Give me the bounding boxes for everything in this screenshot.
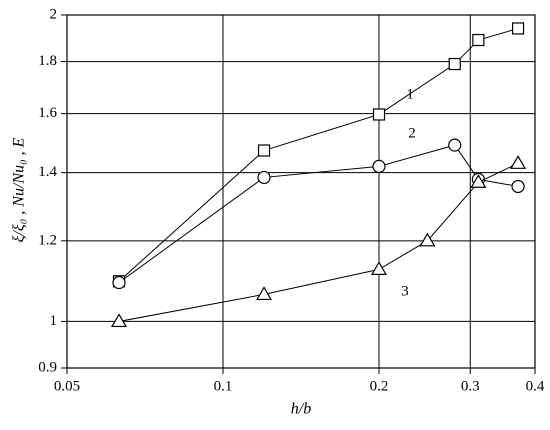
- x-tick-label: 0.1: [214, 378, 233, 394]
- series-line: [118, 144, 519, 283]
- x-tick-label: 0.2: [370, 378, 389, 394]
- marker: [419, 232, 436, 247]
- plot-frame: [66, 14, 536, 369]
- series-line: [118, 27, 519, 282]
- y-tick-label: 1.4: [38, 164, 57, 180]
- marker: [511, 179, 525, 194]
- marker: [257, 144, 271, 157]
- marker: [112, 275, 126, 290]
- y-tick-label: 1.2: [38, 232, 57, 248]
- y-tick-label: 0.9: [38, 359, 57, 375]
- series-line: [118, 162, 519, 322]
- marker: [510, 155, 527, 169]
- y-tick-label: 1: [50, 313, 58, 329]
- series-label: 1: [406, 86, 414, 102]
- marker: [470, 174, 487, 188]
- marker: [448, 57, 461, 71]
- y-axis-title: ξ/ξ₀ , Nu/Nu₀ , E: [11, 137, 28, 242]
- y-tick-label: 1.8: [38, 53, 57, 69]
- x-tick-label: 0.05: [54, 378, 80, 394]
- series-label: 2: [408, 125, 416, 141]
- x-tick-label: 0.3: [461, 378, 480, 394]
- marker: [472, 33, 485, 47]
- series-label: 3: [401, 283, 409, 299]
- marker: [511, 22, 525, 35]
- marker: [372, 108, 386, 121]
- y-tick-label: 2: [50, 6, 58, 22]
- marker: [257, 170, 271, 185]
- marker: [255, 286, 273, 301]
- marker: [448, 138, 462, 152]
- marker: [110, 313, 128, 328]
- marker: [372, 159, 386, 174]
- x-axis-title: h/b: [291, 401, 311, 418]
- marker: [370, 261, 388, 275]
- y-tick-label: 1.6: [38, 105, 57, 121]
- x-tick-label: 0.4: [526, 378, 545, 394]
